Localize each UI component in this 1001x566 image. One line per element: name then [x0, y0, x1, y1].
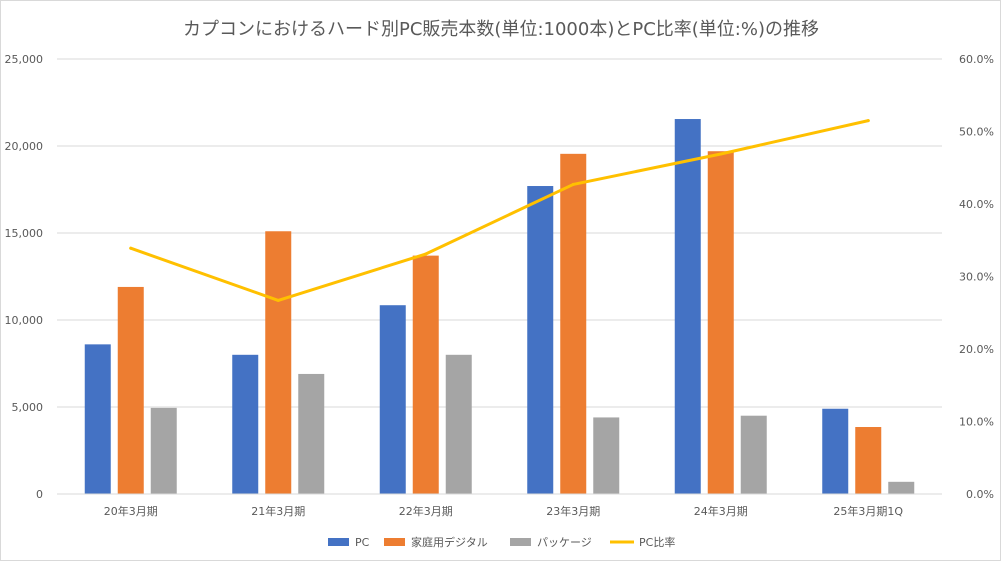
bar-package [150, 407, 177, 494]
x-axis-tick-label: 22年3月期 [399, 504, 453, 518]
legend-label: 家庭用デジタル [411, 535, 488, 549]
right-axis-tick-label: 60.0% [959, 53, 994, 66]
x-axis-tick-label: 20年3月期 [104, 504, 158, 518]
legend-item-home-digital: 家庭用デジタル [384, 535, 488, 549]
chart-title: カプコンにおけるハード別PC販売本数(単位:1000本)とPC比率(単位:%)の… [183, 19, 819, 40]
bar-home-digital [265, 231, 292, 494]
legend-label: PC比率 [639, 535, 675, 549]
legend: PC 家庭用デジタル パッケージ PC比率 [328, 535, 675, 549]
x-axis-tick-label: 24年3月期 [694, 504, 748, 518]
bar-pc [674, 119, 701, 494]
bar-home-digital [707, 151, 734, 494]
bar-home-digital [855, 427, 882, 494]
legend-item-package: パッケージ [510, 536, 592, 549]
ratio-line-point [719, 152, 723, 156]
left-axis-tick-label: 5,000 [12, 401, 44, 414]
left-axis: 0 5,000 10,000 15,000 20,000 25,000 [5, 53, 44, 501]
bar-pc [232, 354, 259, 494]
legend-item-pc-ratio: PC比率 [610, 535, 675, 549]
ratio-line-point [129, 246, 133, 250]
bar-package [298, 373, 325, 494]
bar-home-digital [117, 286, 144, 494]
bars [84, 119, 915, 494]
ratio-line-point [424, 252, 428, 256]
bar-package [445, 354, 472, 494]
right-axis-tick-label: 0.0% [966, 488, 994, 501]
left-axis-tick-label: 0 [36, 488, 43, 501]
right-axis-tick-label: 50.0% [959, 126, 994, 139]
bar-pc [822, 408, 849, 494]
ratio-line [129, 119, 870, 302]
right-axis-tick-label: 30.0% [959, 271, 994, 284]
x-axis-tick-label: 23年3月期 [546, 504, 600, 518]
ratio-line-point [571, 182, 575, 186]
left-axis-tick-label: 10,000 [5, 314, 44, 327]
x-axis-tick-label: 21年3月期 [251, 504, 305, 518]
legend-item-pc: PC [328, 536, 370, 549]
left-axis-tick-label: 15,000 [5, 227, 44, 240]
bar-pc [379, 305, 406, 494]
bar-home-digital [560, 153, 587, 494]
left-axis-tick-label: 20,000 [5, 140, 44, 153]
x-axis: 20年3月期 21年3月期 22年3月期 23年3月期 24年3月期 25年3月期1Q [57, 493, 942, 518]
bar-home-digital [412, 255, 439, 494]
legend-label: パッケージ [537, 536, 592, 549]
bar-package [888, 481, 915, 494]
legend-label: PC [355, 536, 370, 549]
x-axis-tick-label: 25年3月期1Q [833, 504, 903, 518]
bar-package [593, 417, 620, 494]
legend-swatch [328, 538, 349, 546]
bar-package [740, 415, 767, 494]
bar-pc [84, 344, 111, 494]
right-axis-tick-label: 20.0% [959, 343, 994, 356]
right-axis-tick-label: 40.0% [959, 198, 994, 211]
right-axis: 0.0% 10.0% 20.0% 30.0% 40.0% 50.0% 60.0% [959, 53, 994, 501]
legend-swatch [384, 538, 405, 546]
bar-pc [527, 186, 554, 494]
ratio-line-point [276, 298, 280, 302]
left-axis-tick-label: 25,000 [5, 53, 44, 66]
gridlines [57, 58, 942, 495]
ratio-line-point [866, 119, 870, 123]
right-axis-tick-label: 10.0% [959, 416, 994, 429]
legend-swatch [510, 538, 531, 546]
ratio-line-path [129, 119, 870, 302]
